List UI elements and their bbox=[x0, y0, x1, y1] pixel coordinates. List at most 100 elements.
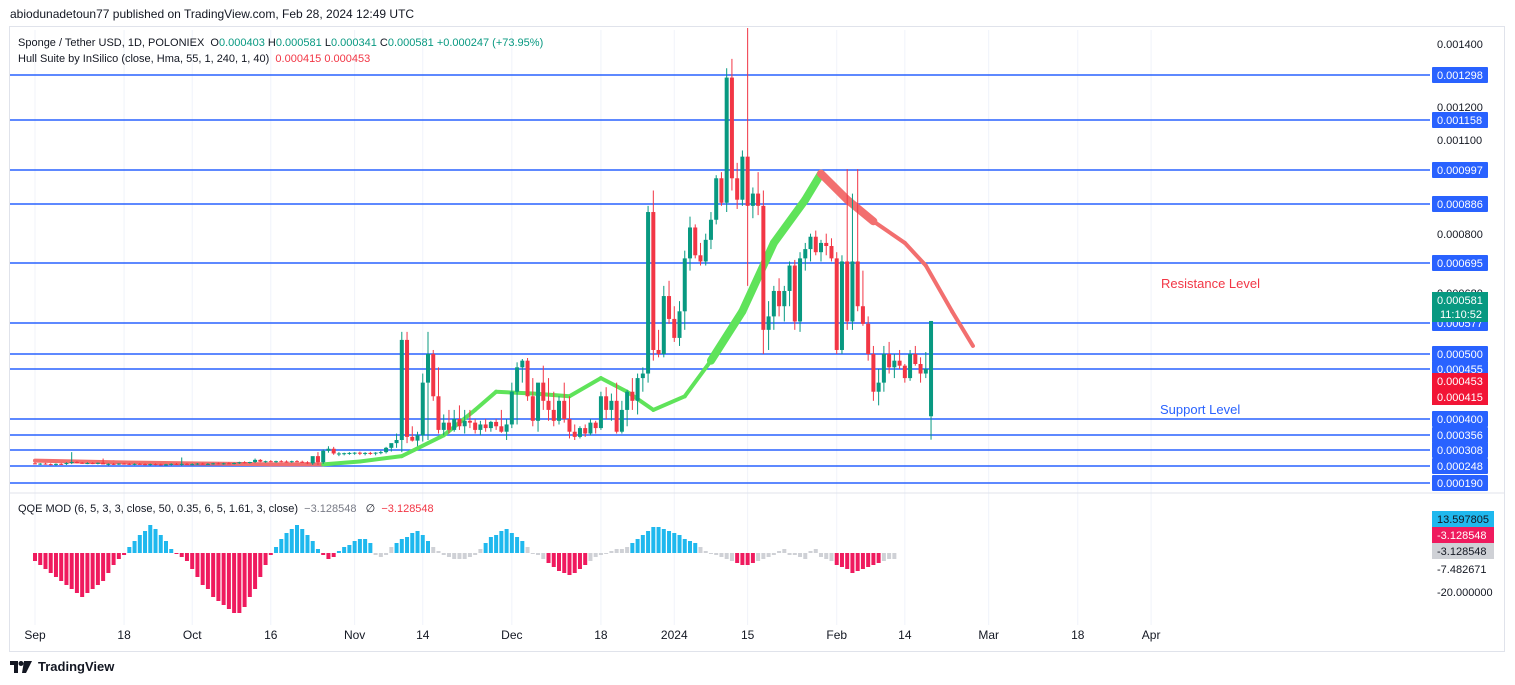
candle bbox=[483, 419, 488, 432]
hull-segment bbox=[923, 263, 954, 314]
candle-body bbox=[923, 369, 928, 374]
candle-body bbox=[651, 212, 656, 350]
open-value: 0.000403 bbox=[218, 37, 265, 49]
current-price-text: 0.000581 bbox=[1437, 295, 1483, 307]
candle bbox=[619, 400, 624, 434]
qqe-bar bbox=[33, 553, 37, 561]
candle-body bbox=[143, 464, 148, 466]
level-price-tag: 0.000248 bbox=[1432, 458, 1488, 474]
qqe-bar bbox=[782, 549, 787, 553]
qqe-bar bbox=[137, 535, 142, 553]
candle bbox=[467, 409, 472, 429]
candle-body bbox=[48, 464, 53, 466]
qqe-bar bbox=[342, 547, 347, 553]
tradingview-footer[interactable]: TradingView bbox=[10, 659, 114, 674]
candle-body bbox=[405, 339, 410, 437]
candle bbox=[321, 449, 326, 464]
indicator-value-2: 0.000453 bbox=[324, 53, 371, 65]
candle-body bbox=[64, 463, 69, 465]
hull-segment bbox=[801, 169, 825, 204]
qqe-bar bbox=[761, 553, 766, 559]
qqe-bar bbox=[541, 553, 546, 559]
time-tick-label: 18 bbox=[594, 628, 608, 642]
candle bbox=[169, 463, 174, 466]
qqe-bar bbox=[384, 553, 389, 555]
qqe-bar bbox=[95, 553, 100, 585]
candle-body bbox=[557, 400, 561, 421]
qqe-bar bbox=[232, 553, 237, 613]
indicator-name[interactable]: Hull Suite by InSilico (close, Hma, 55, … bbox=[18, 53, 270, 65]
tag-bg bbox=[1432, 255, 1488, 271]
candle bbox=[782, 285, 787, 322]
candle-body bbox=[604, 396, 609, 410]
candle-body bbox=[567, 419, 572, 432]
candle bbox=[59, 463, 64, 465]
qqe-bar bbox=[530, 553, 535, 554]
candle-body bbox=[43, 463, 48, 465]
candle-body bbox=[682, 258, 687, 312]
qqe-bar bbox=[389, 547, 394, 553]
open-label: O bbox=[210, 37, 219, 49]
candle bbox=[43, 462, 48, 465]
qqe-bar bbox=[829, 553, 834, 561]
candle bbox=[834, 252, 839, 354]
qqe-bar bbox=[881, 553, 886, 561]
candle bbox=[232, 462, 237, 465]
candle bbox=[499, 409, 504, 433]
qqe-bar bbox=[268, 553, 273, 555]
candle-body bbox=[740, 156, 745, 200]
qqe-bar bbox=[719, 553, 724, 557]
level-price-tag: 0.001158 bbox=[1432, 112, 1488, 128]
price-axis: 0.0014000.0012000.0011000.0008000.000680… bbox=[1432, 39, 1494, 599]
candle-body bbox=[834, 258, 839, 350]
qqe-bar bbox=[106, 553, 111, 573]
candle-body bbox=[137, 463, 142, 465]
time-tick-label: Sep bbox=[24, 628, 46, 642]
symbol-label[interactable]: Sponge / Tether USD, 1D, POLONIEX bbox=[18, 37, 205, 49]
candle-body bbox=[378, 452, 383, 454]
time-tick-label: 15 bbox=[741, 628, 755, 642]
candle-body bbox=[190, 464, 195, 466]
candle bbox=[520, 359, 525, 383]
hull-segment bbox=[817, 169, 852, 204]
hull-segment bbox=[33, 458, 116, 465]
candle-body bbox=[195, 463, 200, 465]
qqe-bar bbox=[326, 553, 331, 559]
qqe-axis-label: -7.482671 bbox=[1437, 564, 1487, 576]
candle bbox=[876, 369, 881, 406]
qqe-bar bbox=[677, 535, 682, 553]
candle-body bbox=[153, 464, 158, 466]
candle-body bbox=[866, 323, 871, 354]
candle-body bbox=[672, 318, 677, 338]
qqe-bar bbox=[410, 533, 415, 553]
level-price-tag: 0.000997 bbox=[1432, 162, 1488, 178]
candle-body bbox=[347, 452, 352, 454]
tag-text: 0.000248 bbox=[1437, 461, 1483, 473]
qqe-bar bbox=[247, 553, 252, 597]
price-tick-label: 0.000800 bbox=[1437, 229, 1483, 241]
chart-frame[interactable] bbox=[9, 26, 1505, 652]
candle-body bbox=[111, 463, 116, 465]
candle-body bbox=[845, 261, 850, 322]
tag-text: 0.000886 bbox=[1437, 199, 1483, 211]
qqe-name[interactable]: QQE MOD (6, 5, 3, 3, close, 50, 0.35, 6,… bbox=[18, 503, 299, 515]
tag-text: 0.000997 bbox=[1437, 165, 1483, 177]
candle-body bbox=[729, 77, 734, 179]
time-axis: Sep 18 Oct 16 Nov 14 Dec 18 2024 15 Feb 14 Mar 18 Apr bbox=[24, 628, 1160, 642]
qqe-bar bbox=[174, 553, 179, 554]
candle-body bbox=[95, 462, 100, 464]
qqe-bar bbox=[855, 553, 860, 571]
candle bbox=[897, 349, 902, 369]
candle-body bbox=[80, 462, 85, 464]
candle-body bbox=[69, 462, 74, 464]
candle bbox=[729, 58, 734, 191]
candle-body bbox=[761, 205, 766, 330]
candle bbox=[336, 452, 341, 457]
candle bbox=[541, 365, 546, 410]
tradingview-logo-icon bbox=[10, 660, 32, 673]
candle-body bbox=[630, 391, 635, 401]
qqe-bar bbox=[577, 553, 582, 569]
candle-body bbox=[562, 400, 567, 419]
candle bbox=[143, 463, 148, 466]
